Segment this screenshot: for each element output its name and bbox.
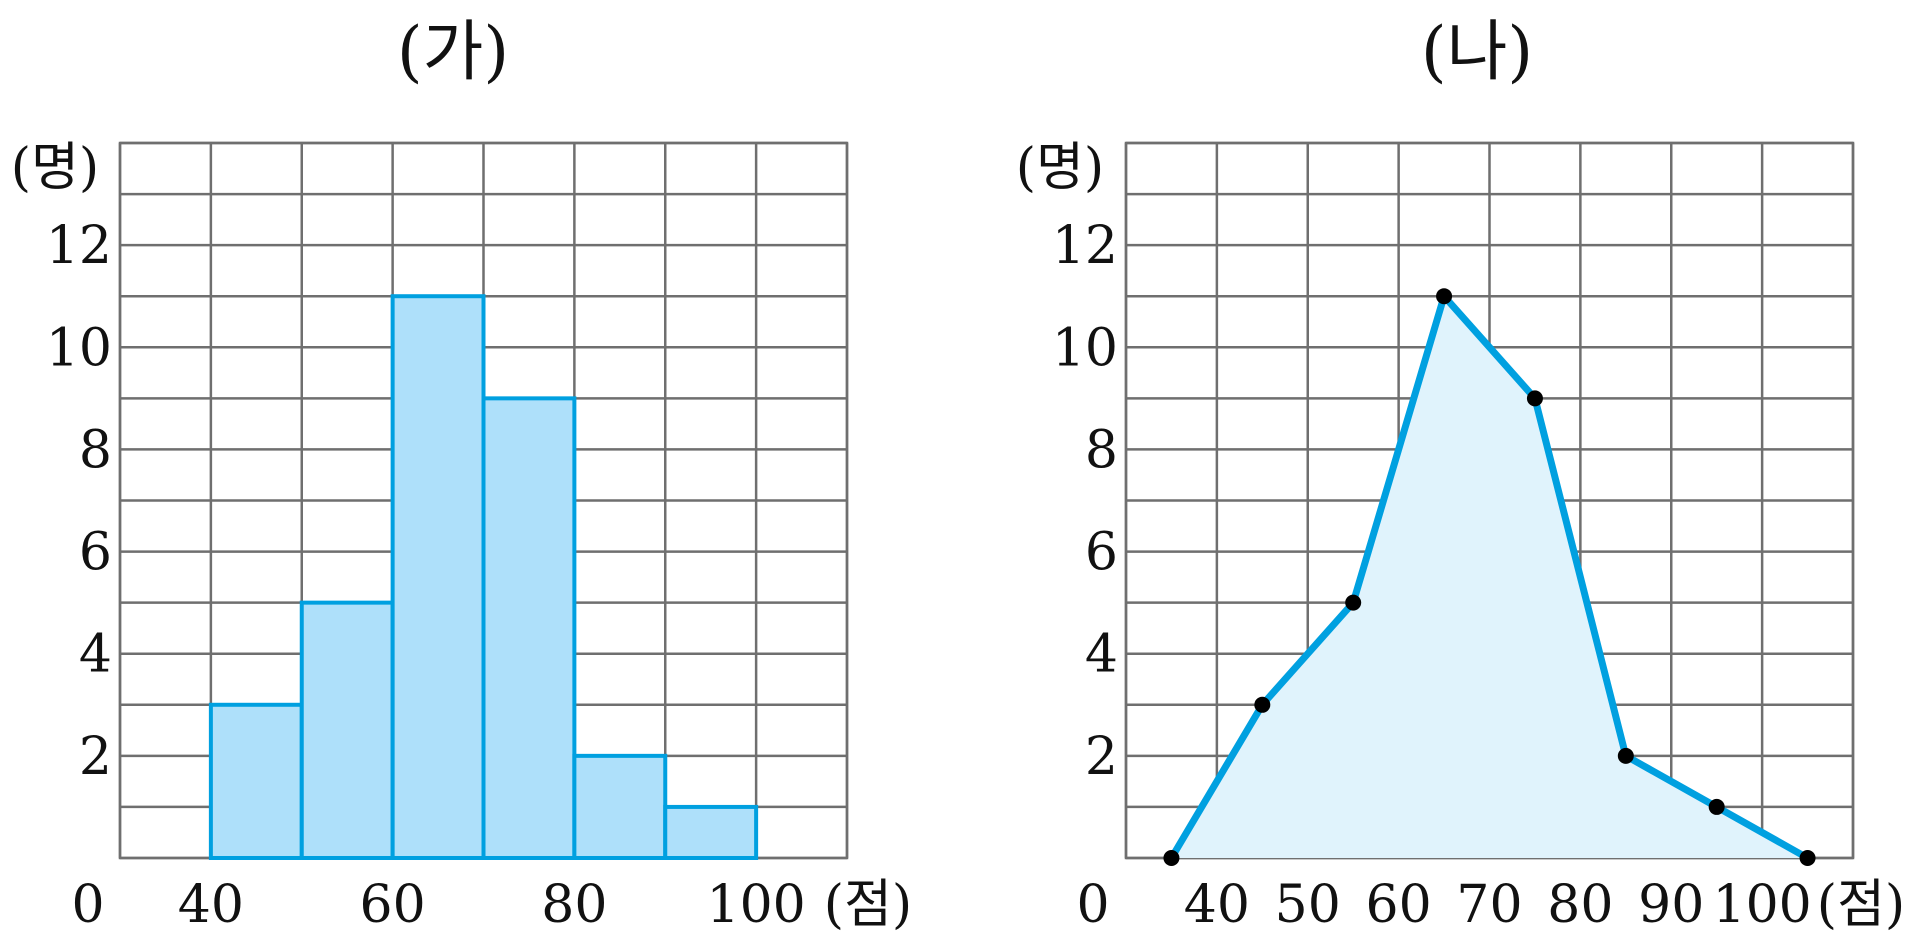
y-tick-label: 12	[46, 216, 112, 276]
polygon-point	[1345, 594, 1362, 611]
x-tick-label: 50	[1275, 875, 1341, 935]
x-tick-label: 80	[541, 875, 607, 935]
polygon-fill	[1171, 296, 1808, 858]
polygon-point	[1708, 798, 1725, 815]
y-tick-label: 8	[1085, 420, 1118, 480]
y-tick-label: 6	[1085, 523, 1118, 583]
histogram-title: (가)	[397, 13, 509, 90]
polygon-points	[1163, 288, 1816, 866]
histogram-bar	[299, 600, 395, 861]
histogram-panel: (가) (명) 2 4 6 8 10 12 40 60 80 100 0 (점)	[11, 13, 912, 935]
y-tick-label: 10	[46, 318, 112, 378]
x-tick-label: 40	[1184, 875, 1250, 935]
y-tick-label: 6	[79, 523, 112, 583]
y-tick-label: 2	[79, 727, 112, 787]
x-tick-label: 60	[1366, 875, 1432, 935]
histogram-bar	[481, 396, 577, 860]
polygon-title: (나)	[1421, 13, 1533, 90]
polygon-point	[1526, 390, 1543, 407]
polygon-panel: (나) (명) 2 4 6 8 10 12 40 50 60 70 80 90 100 0 (점)	[1016, 13, 1905, 935]
y-tick-label: 2	[1085, 727, 1118, 787]
x-tick-label: 60	[360, 875, 426, 935]
y-tick-label: 12	[1052, 216, 1118, 276]
polygon-y-tick-labels: 2 4 6 8 10 12	[1052, 216, 1118, 787]
x-tick-label: 70	[1456, 875, 1522, 935]
polygon-origin-label: 0	[1076, 875, 1109, 935]
x-tick-label: 100	[706, 875, 805, 935]
histogram-origin-label: 0	[71, 875, 104, 935]
polygon-point	[1254, 696, 1271, 713]
polygon-y-unit-label: (명)	[1016, 138, 1104, 198]
polygon-x-unit-label: (점)	[1817, 875, 1905, 935]
x-tick-label: 80	[1547, 875, 1613, 935]
histogram-bar	[572, 753, 668, 860]
histogram-bar	[390, 294, 486, 860]
polygon-point	[1436, 288, 1453, 305]
polygon-line	[1167, 292, 1812, 862]
histogram-y-unit-label: (명)	[11, 138, 99, 198]
x-tick-label: 100	[1712, 875, 1811, 935]
histogram-bar	[663, 804, 759, 861]
x-tick-label: 40	[178, 875, 244, 935]
polygon-point	[1617, 747, 1634, 764]
x-tick-label: 90	[1638, 875, 1704, 935]
y-tick-label: 4	[1085, 625, 1118, 685]
histogram-x-unit-label: (점)	[824, 875, 912, 935]
y-tick-label: 8	[79, 420, 112, 480]
polygon-point	[1163, 850, 1180, 866]
polygon-x-tick-labels: 40 50 60 70 80 90 100	[1184, 875, 1812, 935]
histogram-y-tick-labels: 2 4 6 8 10 12	[46, 216, 112, 787]
histogram-bar	[208, 702, 304, 860]
histogram-x-tick-labels: 40 60 80 100	[178, 875, 806, 935]
y-tick-label: 4	[79, 625, 112, 685]
histogram-bars	[208, 294, 759, 861]
polygon-point	[1799, 850, 1816, 866]
y-tick-label: 10	[1052, 318, 1118, 378]
polygon-area	[1167, 292, 1812, 862]
